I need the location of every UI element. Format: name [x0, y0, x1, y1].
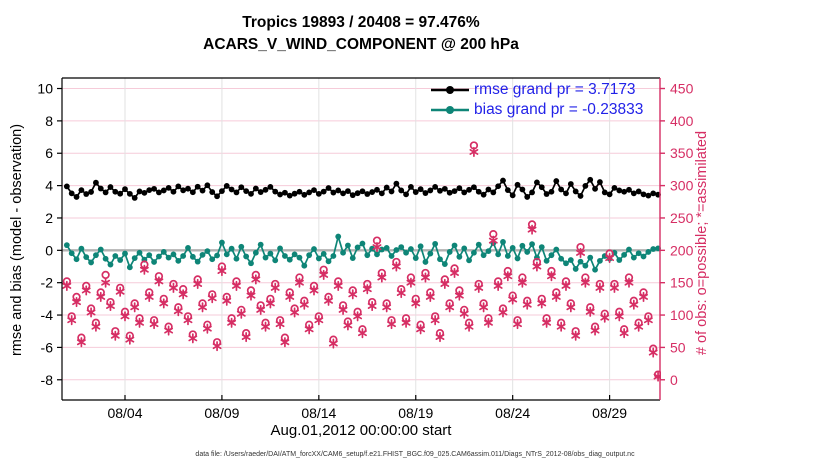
- series-rmse: [63, 176, 661, 201]
- x-tick-label: 08/14: [301, 405, 336, 421]
- left-y-tick-label: -6: [41, 339, 54, 355]
- vertical-gridlines: [124, 78, 611, 400]
- left-y-tick-label: 0: [45, 242, 53, 258]
- bias-line-sample-icon: [431, 106, 469, 114]
- left-y-tick-label: -2: [41, 275, 54, 291]
- right-y-tick-label: 100: [670, 307, 694, 323]
- x-tick-label: 08/09: [204, 405, 239, 421]
- right-y-tick-label: 300: [670, 178, 694, 194]
- x-tick-label: 08/29: [592, 405, 627, 421]
- x-tick-label: 08/19: [398, 405, 433, 421]
- right-y-tick-label: 150: [670, 275, 694, 291]
- x-axis-label: Aug.01,2012 00:00:00 start: [270, 422, 452, 439]
- left-y-tick-label: -8: [41, 372, 54, 388]
- left-y-tick-label: -4: [41, 307, 54, 323]
- left-y-tick-label: 4: [45, 178, 53, 194]
- axes-box: 10 8 6 4 2 0 -2 -4 -6 -8 450 400 350 300 250 200 150 100 5…: [37, 77, 694, 421]
- legend: rmse grand pr = 3.7173 bias grand pr = -…: [431, 80, 643, 120]
- series-assimilated: [62, 146, 661, 382]
- right-y-tick-label: 0: [670, 372, 678, 388]
- legend-label-rmse: rmse grand pr = 3.7173: [474, 81, 636, 98]
- x-tick-label: 08/24: [495, 405, 530, 421]
- horizontal-gridlines: [62, 88, 660, 381]
- right-y-tick-label: 350: [670, 145, 694, 161]
- right-y-tick-label: 200: [670, 242, 694, 258]
- left-y-tick-label: 6: [45, 145, 53, 161]
- chart-title: Tropics 19893 / 20408 = 97.476%: [242, 14, 480, 31]
- series-bias: [63, 233, 661, 273]
- left-y-tick-label: 10: [37, 81, 53, 97]
- data-file-caption: data file: /Users/raeder/DAI/ATM_forcXX/…: [195, 451, 635, 458]
- legend-item-bias: bias grand pr = -0.23833: [431, 100, 643, 120]
- right-y-tick-label: 450: [670, 81, 694, 97]
- right-y-tick-label: 250: [670, 210, 694, 226]
- legend-label-bias: bias grand pr = -0.23833: [474, 101, 644, 118]
- legend-item-rmse: rmse grand pr = 3.7173: [431, 80, 643, 100]
- chart-subtitle: ACARS_V_WIND_COMPONENT @ 200 hPa: [203, 36, 519, 53]
- right-y-tick-label: 400: [670, 113, 694, 129]
- left-y-tick-label: 8: [45, 113, 53, 129]
- right-y-tick-label: 50: [670, 339, 686, 355]
- left-y-tick-label: 2: [45, 210, 53, 226]
- rmse-line-sample-icon: [431, 86, 469, 94]
- x-tick-label: 08/04: [107, 405, 142, 421]
